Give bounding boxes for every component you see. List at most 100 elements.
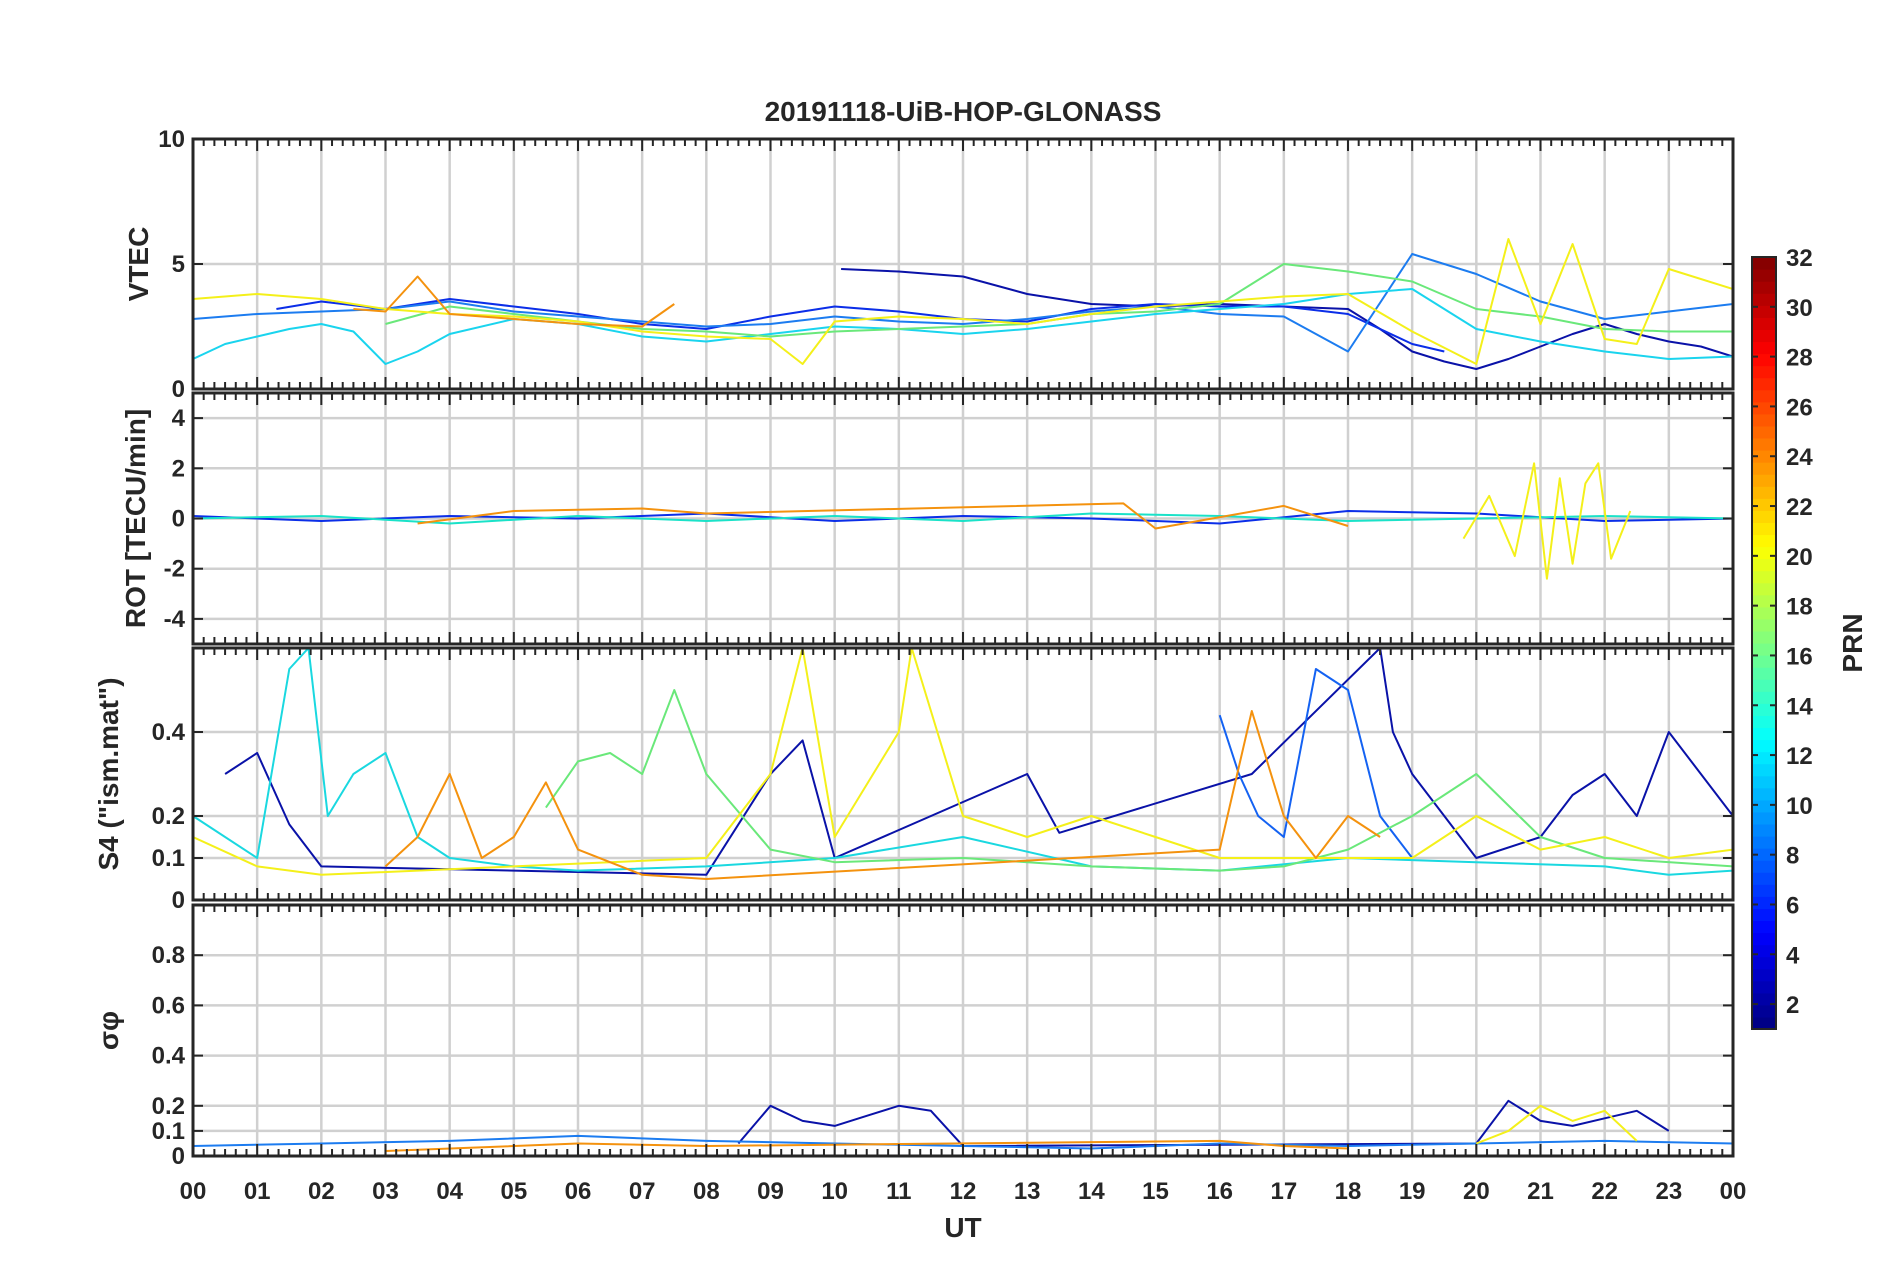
colorbar-tick-label: 30 xyxy=(1786,295,1813,322)
y-tick-label: 0 xyxy=(172,887,185,914)
colorbar-segment xyxy=(1752,992,1776,1006)
colorbar-border xyxy=(1751,256,1777,1030)
x-tick-label: 13 xyxy=(1014,1178,1041,1205)
colorbar-segment xyxy=(1752,932,1776,946)
colorbar-segment xyxy=(1752,510,1776,523)
colorbar-segment xyxy=(1752,823,1776,837)
colorbar-segment xyxy=(1752,257,1776,270)
colorbar-tick-label: 26 xyxy=(1786,394,1813,421)
colorbar-segment xyxy=(1752,896,1776,909)
series-prn-16 xyxy=(545,689,1733,872)
panel-2-series xyxy=(193,462,1733,580)
colorbar-segment xyxy=(1752,739,1776,753)
colorbar-segment xyxy=(1752,498,1776,511)
x-tick-label: 01 xyxy=(244,1178,271,1205)
panel-4: 00.10.2 0.4 0.6 0.8 σφ xyxy=(93,903,1735,1170)
y-tick-label: 0.1 xyxy=(152,1118,185,1145)
colorbar-tick-label: 32 xyxy=(1786,245,1813,272)
colorbar-segment xyxy=(1752,691,1776,704)
colorbar-segment xyxy=(1752,703,1776,716)
series-prn-23 xyxy=(384,710,1381,880)
x-tick-label: 20 xyxy=(1463,1178,1490,1205)
y-tick-label: -4 xyxy=(164,606,186,633)
colorbar-segment xyxy=(1752,836,1776,849)
colorbar-tick-label: 12 xyxy=(1786,743,1813,770)
x-tick-label: 22 xyxy=(1591,1178,1618,1205)
y-tick-label: 0.4 xyxy=(152,719,186,746)
colorbar-segment xyxy=(1752,293,1776,306)
y-tick-label: 0 xyxy=(172,506,185,533)
colorbar-segment xyxy=(1752,353,1776,367)
x-tick-label: 04 xyxy=(436,1178,463,1205)
colorbar-segment xyxy=(1752,281,1776,294)
colorbar-segment xyxy=(1752,980,1776,994)
colorbar-tick-label: 6 xyxy=(1786,892,1799,919)
colorbar-segment xyxy=(1752,799,1776,813)
colorbar-tick-label: 20 xyxy=(1786,544,1813,571)
colorbar-segment xyxy=(1752,425,1776,439)
y-tick-label: 0.2 xyxy=(152,803,185,830)
series-prn-20 xyxy=(193,238,1733,365)
series-prn-12 xyxy=(193,288,1733,365)
colorbar-tick-label: 8 xyxy=(1786,843,1799,870)
colorbar-segment xyxy=(1752,305,1776,318)
x-tick-label: 10 xyxy=(821,1178,848,1205)
colorbar-label: PRN xyxy=(1837,613,1868,672)
colorbar-segment xyxy=(1752,920,1776,934)
y-tick-label: 0 xyxy=(172,1143,185,1170)
series-prn-4 xyxy=(193,510,1733,525)
colorbar-segment xyxy=(1752,558,1776,572)
series-prn-20 xyxy=(193,648,1733,876)
colorbar-segment xyxy=(1752,462,1776,475)
x-tick-label: 08 xyxy=(693,1178,720,1205)
x-tick-label: 02 xyxy=(308,1178,335,1205)
y-tick-label: 0.2 xyxy=(152,1093,185,1120)
colorbar-segment xyxy=(1752,365,1776,379)
panel-1: 0 5 10 VTEC xyxy=(123,126,1735,403)
y-tick-label: 10 xyxy=(158,126,185,153)
colorbar-tick-label: 2 xyxy=(1786,992,1799,1019)
panel-3: 0 0.1 0.2 0.4 S4 ("ism.mat") xyxy=(93,646,1735,914)
colorbar-tick-label: 24 xyxy=(1786,444,1813,471)
x-tick-label: 00 xyxy=(180,1178,207,1205)
colorbar-segment xyxy=(1752,715,1776,729)
colorbar-segment xyxy=(1752,1016,1776,1030)
colorbar-segment xyxy=(1752,860,1776,873)
panel-2-y-axis-label: ROT [TECU/min] xyxy=(120,409,151,628)
colorbar-segment xyxy=(1752,546,1776,560)
y-tick-label: 0.6 xyxy=(152,992,185,1019)
colorbar-segment xyxy=(1752,450,1776,463)
colorbar-tick-label: 14 xyxy=(1786,693,1813,720)
colorbar-segment xyxy=(1752,582,1776,596)
x-tick-label: 15 xyxy=(1142,1178,1169,1205)
x-tick-label: 03 xyxy=(372,1178,399,1205)
colorbar-segment xyxy=(1752,341,1776,355)
x-tick-label: 17 xyxy=(1270,1178,1297,1205)
y-tick-label: 0.1 xyxy=(152,845,185,872)
series-prn-2 xyxy=(224,648,1733,876)
series-prn-13 xyxy=(193,648,1733,876)
x-tick-label: 00 xyxy=(1720,1178,1747,1205)
colorbar-tick-label: 28 xyxy=(1786,345,1813,372)
colorbar-segment xyxy=(1752,727,1776,741)
colorbar-segment xyxy=(1752,618,1776,632)
colorbar-segment xyxy=(1752,956,1776,970)
x-tick-label: 21 xyxy=(1527,1178,1554,1205)
series-prn-8 xyxy=(1218,668,1413,859)
colorbar-segment xyxy=(1752,606,1776,620)
series-prn-23 xyxy=(417,502,1349,530)
series-prn-20 xyxy=(1475,1104,1638,1145)
colorbar-segment xyxy=(1752,679,1776,692)
colorbar-segment xyxy=(1752,667,1776,680)
x-tick-label: 12 xyxy=(950,1178,977,1205)
x-tick-label: 19 xyxy=(1399,1178,1426,1205)
colorbar-tick-label: 22 xyxy=(1786,494,1813,521)
colorbar-segment xyxy=(1752,655,1776,668)
x-tick-label: 16 xyxy=(1206,1178,1233,1205)
colorbar-segment xyxy=(1752,775,1776,789)
x-tick-label: 23 xyxy=(1655,1178,1682,1205)
colorbar-segment xyxy=(1752,811,1776,825)
colorbar-segment xyxy=(1752,269,1776,282)
chart-title: 20191118-UiB-HOP-GLONASS xyxy=(765,96,1162,127)
x-tick-label: 05 xyxy=(500,1178,527,1205)
